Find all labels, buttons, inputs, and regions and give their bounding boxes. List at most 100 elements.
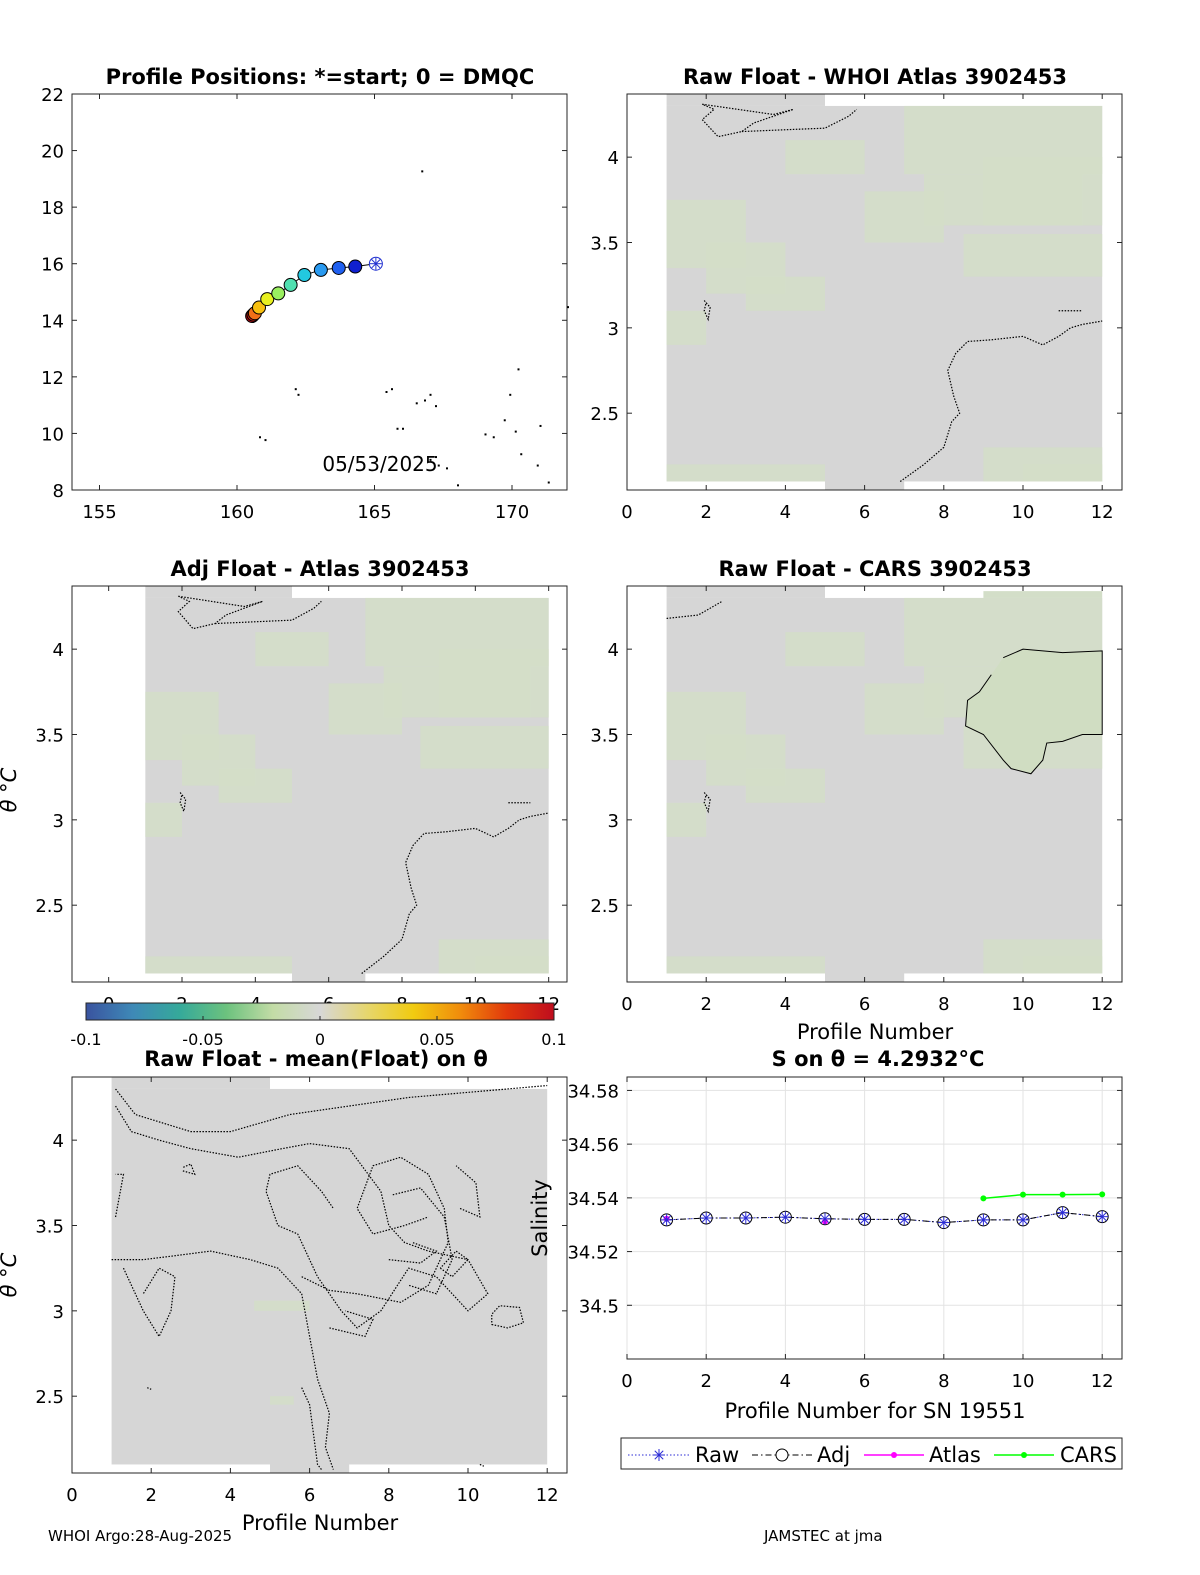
dotted-contour: [122, 1267, 176, 1338]
legend-cars-marker: [1021, 1452, 1027, 1458]
raw-whoi-title: Raw Float - WHOI Atlas 3902453: [683, 65, 1067, 89]
x-tick-label: 160: [220, 502, 254, 523]
field-cell: [666, 802, 707, 837]
dotted-contour: [899, 320, 1103, 482]
legend-raw-label: Raw: [695, 1443, 739, 1467]
dotted-contour: [301, 1156, 449, 1303]
raw-mean-xlabel: Profile Number: [242, 1511, 399, 1535]
raw-whoi-axes: [626, 93, 1123, 491]
profile-position-point: [283, 277, 298, 292]
x-tick-label: 0: [621, 502, 632, 523]
colorbar-tick-label: 0.05: [419, 1030, 455, 1049]
field-cell: [666, 310, 707, 345]
y-tick-label: 3: [608, 319, 619, 340]
y-tick-label: 4: [53, 1131, 64, 1152]
x-tick-label: 4: [780, 502, 791, 523]
x-tick-label: 10: [457, 1485, 480, 1506]
x-tick-label: 10: [1012, 502, 1035, 523]
y-tick-label: 2.5: [590, 896, 619, 917]
dotted-contour: [115, 1105, 489, 1329]
y-tick-label: 3.5: [590, 234, 619, 255]
colorbar: -0.1 -0.05 0 0.05 0.1: [70, 1002, 567, 1049]
positions-title: Profile Positions: *=start; 0 = DMQC: [106, 65, 535, 89]
x-tick-label: 12: [1091, 1371, 1114, 1392]
cars-point: [1059, 1191, 1066, 1198]
coastline-dot: [509, 393, 512, 396]
coastline-dot: [547, 481, 550, 484]
dotted-contour: [479, 1463, 485, 1467]
raw-cars-panel: Raw Float - CARS 3902453 0 2 4 6 8 10 12 2.5 3 3.…: [590, 557, 1123, 1044]
y-tick-label: 16: [41, 255, 64, 276]
x-tick-label: 6: [859, 1371, 870, 1392]
x-tick-label: 6: [304, 1485, 315, 1506]
coastline-dot: [517, 368, 520, 371]
y-tick-label: 3.5: [35, 1217, 64, 1238]
raw-mean-axes: [71, 1076, 568, 1474]
colorbar-ticks: -0.1 -0.05 0 0.05 0.1: [70, 1016, 567, 1049]
raw-mean-ylabel: θ °C: [0, 1252, 21, 1297]
coastline-dot: [391, 388, 393, 391]
raw-point-stroke: [1018, 1215, 1028, 1225]
y-tick-label: 34.54: [567, 1189, 619, 1210]
y-tick-label: 12: [41, 368, 64, 389]
y-tick-label: 14: [41, 311, 64, 332]
x-tick-label: 12: [1091, 994, 1114, 1015]
adj-atlas-panel: Adj Float - Atlas 3902453 0246810122.533…: [0, 557, 568, 1015]
raw-whoi-panel: Raw Float - WHOI Atlas 3902453 0 2 4 6 8 10 12…: [590, 65, 1123, 523]
positions-ticks: 155 160 165 170 8 10 12 14 16 18 20 22: [41, 85, 567, 523]
field-cell: [438, 649, 549, 718]
positive-anomaly-region: [965, 649, 1103, 774]
coastline-dot: [264, 439, 267, 442]
adj-atlas-field: [145, 586, 549, 982]
cars-point: [1020, 1191, 1026, 1198]
dotted-contour: [361, 812, 549, 974]
coastline-dot: [539, 424, 542, 427]
adj-atlas-ylabel: θ °C: [0, 767, 21, 812]
salinity-title: S on θ = 4.2932°C: [772, 1047, 985, 1071]
raw-point-stroke: [662, 1215, 672, 1225]
x-tick-label: 4: [780, 1371, 791, 1392]
dotted-contour: [439, 1250, 469, 1278]
raw-point-stroke: [899, 1214, 909, 1224]
y-tick-label: 34.56: [567, 1135, 619, 1156]
raw-mean-ticks: 0 2 4 6 8 10 12 2.5 3 3.5 4: [35, 1077, 567, 1506]
field-cell: [145, 956, 292, 974]
cars-series-line: [983, 1193, 1103, 1200]
coastline-dot: [435, 456, 437, 459]
field-cell: [145, 802, 182, 837]
coastline-dot: [297, 393, 300, 396]
x-tick-label: 0: [621, 994, 632, 1015]
field-cell: [1023, 464, 1103, 482]
x-tick-label: 2: [700, 994, 711, 1015]
y-tick-label: 2.5: [35, 896, 64, 917]
x-tick-label: 4: [780, 994, 791, 1015]
y-tick-label: 4: [53, 640, 64, 661]
field-cell: [218, 768, 292, 803]
raw-mean-title: Raw Float - mean(Float) on θ: [144, 1047, 488, 1071]
x-tick-label: 2: [145, 1485, 156, 1506]
dotted-contour: [114, 1173, 125, 1218]
raw-point-stroke: [780, 1212, 790, 1222]
raw-cars-xlabel: Profile Number: [797, 1020, 954, 1044]
positions-axes: [71, 93, 568, 491]
field-cell: [963, 233, 1103, 277]
profile-position-point: [252, 300, 266, 315]
footer-left: WHOI Argo:28-Aug-2025: [48, 1527, 233, 1545]
x-tick-label: 4: [225, 1485, 236, 1506]
cars-point: [1099, 1191, 1106, 1198]
coastline-dot: [429, 458, 432, 461]
coastline-dot: [396, 427, 399, 430]
coastline-dot: [514, 430, 517, 433]
adj-series-line: [666, 1212, 1103, 1224]
coastline-dot: [503, 419, 506, 422]
dotted-contour: [179, 792, 187, 814]
salinity-panel: S on θ = 4.2932°C 0 2 4 6 8 10 12 34.5 34.52 34.5…: [528, 1047, 1123, 1423]
y-tick-label: 34.52: [567, 1243, 619, 1264]
colorbar-tick-label: 0.1: [541, 1030, 566, 1049]
field-cell: [420, 725, 549, 769]
raw-point-stroke: [1058, 1208, 1068, 1218]
coastline-dot: [446, 467, 448, 470]
legend-raw-marker: [654, 1450, 664, 1460]
footer-right: JAMSTEC at jma: [764, 1527, 883, 1545]
coastline-dot: [415, 402, 418, 405]
